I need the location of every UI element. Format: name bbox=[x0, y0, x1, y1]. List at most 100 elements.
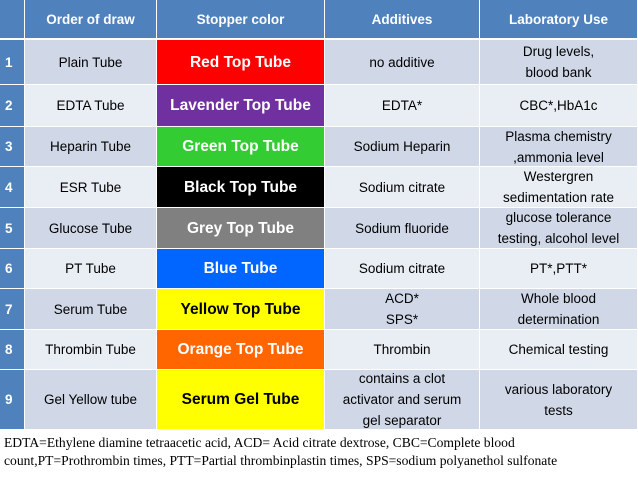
additives-cell: Sodium Heparin bbox=[325, 127, 480, 167]
additives-text: Thrombin bbox=[373, 342, 431, 357]
additives-cell: no additive bbox=[325, 40, 480, 85]
use-text: CBC*,HbA1c bbox=[519, 98, 598, 113]
stopper-cell: Serum Gel Tube bbox=[157, 370, 325, 430]
additives-cell: Sodium fluoride bbox=[325, 208, 480, 249]
header-text: Additives bbox=[371, 11, 433, 27]
row-number: 7 bbox=[0, 289, 25, 330]
order-cell: PT Tube bbox=[25, 249, 157, 289]
order-text: Thrombin Tube bbox=[45, 342, 136, 357]
row-number-text: 5 bbox=[5, 220, 13, 236]
table: Order of draw Stopper color Additives Labor… bbox=[0, 0, 638, 430]
use-text: Plasma chemistry bbox=[505, 128, 612, 144]
additives-text: no additive bbox=[369, 54, 435, 70]
use-text: determination bbox=[517, 312, 600, 327]
header-cell: Stopper color bbox=[157, 0, 325, 40]
additives-text: Sodium citrate bbox=[358, 261, 446, 276]
header-cell: Laboratory Use bbox=[480, 0, 638, 40]
order-text: Serum Tube bbox=[53, 301, 128, 317]
footnote-line: count,PT=Prothrombin times, PTT=Partial … bbox=[4, 453, 558, 468]
stopper-text: Orange Top Tube bbox=[177, 341, 304, 358]
order-cell: ESR Tube bbox=[25, 167, 157, 208]
additives-cell: contains a clot activator and serum gel se… bbox=[325, 370, 480, 430]
row-number: 4 bbox=[0, 167, 25, 208]
stopper-cell: Yellow Top Tube bbox=[157, 289, 325, 330]
use-text: Whole blood bbox=[520, 291, 597, 306]
use-cell: PT*,PTT* bbox=[480, 249, 638, 289]
stopper-text: Green Top Tube bbox=[182, 138, 299, 155]
use-text: PT*,PTT* bbox=[529, 261, 587, 276]
row-number-text: 7 bbox=[5, 301, 13, 317]
use-cell: Chemical testing bbox=[480, 330, 638, 370]
stopper-text: Black Top Tube bbox=[183, 178, 298, 196]
order-cell: EDTA Tube bbox=[25, 85, 157, 127]
use-cell: various laboratory tests bbox=[480, 370, 638, 430]
order-text: ESR Tube bbox=[59, 179, 122, 195]
use-cell: Whole blood determination bbox=[480, 289, 638, 330]
row-number-text: 8 bbox=[5, 342, 13, 357]
stopper-text: Blue Tube bbox=[203, 260, 278, 277]
stopper-text: Grey Top Tube bbox=[186, 219, 295, 237]
row-number: 8 bbox=[0, 330, 25, 370]
use-text: tests bbox=[544, 402, 573, 418]
row-number: 1 bbox=[0, 40, 25, 85]
additives-text: gel separator bbox=[362, 413, 442, 428]
order-text: Gel Yellow tube bbox=[43, 392, 138, 407]
header-text: Laboratory Use bbox=[508, 11, 609, 27]
row-number-text: 1 bbox=[5, 54, 13, 70]
use-text: ,ammonia level bbox=[513, 149, 604, 165]
order-cell: Glucose Tube bbox=[25, 208, 157, 249]
stopper-text: Yellow Top Tube bbox=[180, 300, 301, 318]
order-text: EDTA Tube bbox=[56, 98, 125, 113]
stopper-text: Red Top Tube bbox=[189, 53, 292, 71]
use-cell: Westergren sedimentation rate bbox=[480, 167, 638, 208]
additives-cell: ACD* SPS* bbox=[325, 289, 480, 330]
use-text: Drug levels, bbox=[522, 44, 595, 59]
order-text: Glucose Tube bbox=[48, 220, 133, 236]
footnote: EDTA=Ethylene diamine tetraacetic acid, … bbox=[0, 430, 638, 470]
additives-text: Sodium citrate bbox=[358, 179, 446, 195]
use-text: testing, alcohol level bbox=[497, 231, 620, 246]
use-cell: Plasma chemistry ,ammonia level bbox=[480, 127, 638, 167]
use-cell: Drug levels, blood bank bbox=[480, 40, 638, 85]
additives-cell: Sodium citrate bbox=[325, 249, 480, 289]
order-text: PT Tube bbox=[65, 261, 116, 276]
header-cell: Order of draw bbox=[25, 0, 157, 40]
additives-cell: EDTA* bbox=[325, 85, 480, 127]
additives-text: activator and serum bbox=[342, 392, 462, 407]
row-number: 9 bbox=[0, 370, 25, 430]
row-number-text: 6 bbox=[5, 261, 13, 276]
row-number-text: 2 bbox=[5, 98, 13, 113]
footnote-line: EDTA=Ethylene diamine tetraacetic acid, … bbox=[4, 435, 515, 450]
stopper-cell: Lavender Top Tube bbox=[157, 85, 325, 127]
stopper-cell: Red Top Tube bbox=[157, 40, 325, 85]
additives-text: SPS* bbox=[385, 312, 419, 327]
header-text: Stopper color bbox=[196, 11, 285, 27]
use-text: glucose tolerance bbox=[505, 210, 612, 225]
header-text: Order of draw bbox=[46, 11, 135, 27]
stopper-cell: Orange Top Tube bbox=[157, 330, 325, 370]
additives-cell: Thrombin bbox=[325, 330, 480, 370]
use-text: blood bank bbox=[525, 65, 592, 80]
additives-cell: Sodium citrate bbox=[325, 167, 480, 208]
order-cell: Thrombin Tube bbox=[25, 330, 157, 370]
additives-text: Sodium fluoride bbox=[355, 220, 449, 236]
use-cell: CBC*,HbA1c bbox=[480, 85, 638, 127]
stopper-text: Lavender Top Tube bbox=[170, 97, 311, 114]
use-text: various laboratory bbox=[504, 381, 613, 397]
order-cell: Plain Tube bbox=[25, 40, 157, 85]
row-number: 3 bbox=[0, 127, 25, 167]
header-cell bbox=[0, 0, 25, 40]
use-text: Chemical testing bbox=[508, 342, 609, 357]
row-number: 6 bbox=[0, 249, 25, 289]
order-text: Heparin Tube bbox=[49, 139, 132, 154]
additives-text: Sodium Heparin bbox=[353, 139, 451, 154]
use-text: sedimentation rate bbox=[502, 190, 615, 205]
order-text: Plain Tube bbox=[58, 54, 123, 70]
order-cell: Heparin Tube bbox=[25, 127, 157, 167]
header-cell: Additives bbox=[325, 0, 480, 40]
use-cell: glucose tolerance testing, alcohol level bbox=[480, 208, 638, 249]
row-number-text: 4 bbox=[5, 179, 13, 195]
order-cell: Serum Tube bbox=[25, 289, 157, 330]
row-number-text: 3 bbox=[5, 139, 13, 154]
